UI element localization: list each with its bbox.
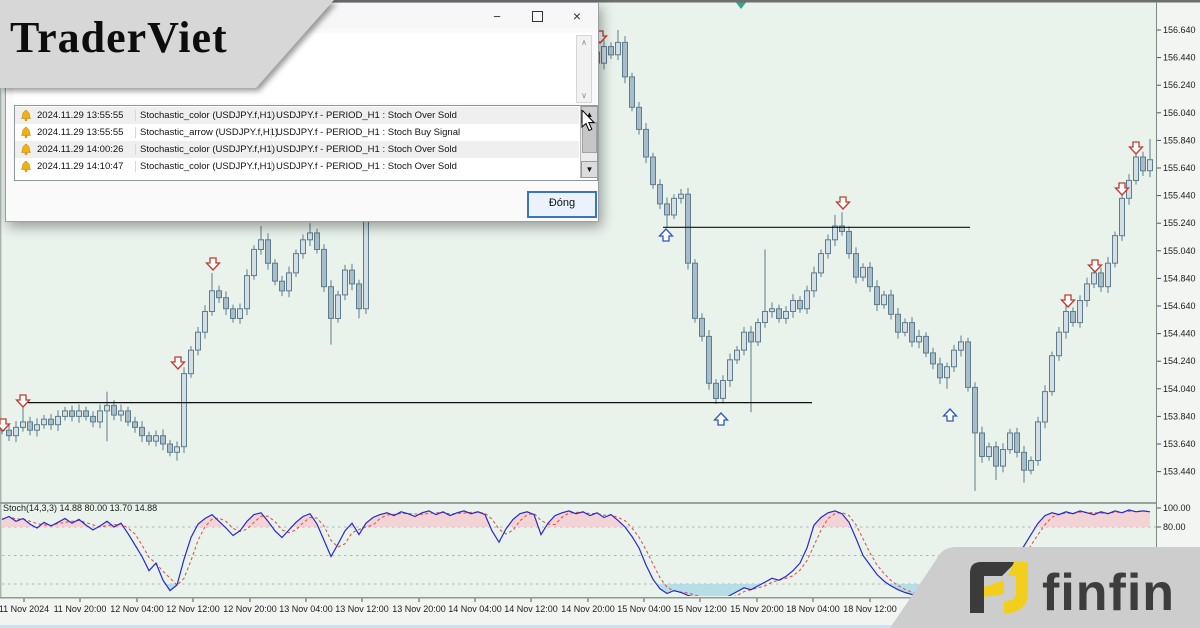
svg-text:155.840: 155.840 (1163, 135, 1196, 145)
finfin-logo-text: finfin (1042, 564, 1175, 622)
cursor-arrow-icon (581, 110, 596, 132)
svg-text:156.240: 156.240 (1163, 80, 1196, 90)
svg-text:156.040: 156.040 (1163, 108, 1196, 118)
alert-row[interactable]: 2024.11.29 13:55:55 Stochastic_arrow (USD… (15, 124, 579, 141)
time-axis: 11 Nov 2024 11 Nov 20:00 12 Nov 04:00 12 No… (0, 598, 897, 614)
traderviet-logo-text: TraderViet (10, 13, 228, 62)
traderviet-logo: TraderViet (0, 0, 334, 88)
svg-text:155.440: 155.440 (1163, 191, 1196, 201)
mouse-cursor (581, 110, 596, 132)
sell-arrow-icon (170, 356, 186, 370)
svg-text:18 Nov 12:00: 18 Nov 12:00 (843, 604, 897, 614)
bell-icon (21, 144, 31, 155)
stoch-main-line (1, 509, 1151, 596)
svg-text:154.040: 154.040 (1163, 384, 1196, 394)
alert-message: USDJPY.f - PERIOD_H1 : Stoch Over Sold (271, 144, 576, 155)
finfin-logo: finfin (890, 547, 1200, 628)
svg-text:80.00: 80.00 (1163, 522, 1186, 532)
svg-text:154.840: 154.840 (1163, 273, 1196, 283)
alert-message: USDJPY.f - PERIOD_H1 : Stoch Buy Signal (271, 127, 576, 138)
svg-text:154.640: 154.640 (1163, 301, 1196, 311)
sell-arrow-icon (1114, 182, 1130, 196)
svg-text:15 Nov 12:00: 15 Nov 12:00 (673, 604, 727, 614)
svg-text:15 Nov 20:00: 15 Nov 20:00 (730, 604, 784, 614)
buy-arrow-icon (713, 412, 729, 426)
svg-text:156.440: 156.440 (1163, 53, 1196, 63)
alert-time: 2024.11.29 14:00:26 (37, 144, 124, 155)
maximize-icon (531, 11, 543, 22)
alerts-table[interactable]: 2024.11.29 13:55:55 Stochastic_color (USD… (14, 105, 598, 181)
alert-time: 2024.11.29 14:10:47 (37, 161, 124, 172)
alert-row[interactable]: 2024.11.29 14:10:47 Stochastic_color (USD… (15, 158, 579, 175)
sell-arrow-icon (1087, 259, 1103, 273)
stoch-signal-line (1, 510, 1151, 596)
signal-arrows-layer (0, 30, 1144, 432)
svg-text:12 Nov 12:00: 12 Nov 12:00 (166, 604, 220, 614)
svg-text:155.040: 155.040 (1163, 246, 1196, 256)
finfin-logo-icon (970, 562, 1028, 614)
sell-arrow-icon (1128, 141, 1144, 155)
alert-time: 2024.11.29 13:55:55 (37, 110, 124, 121)
svg-text:12 Nov 04:00: 12 Nov 04:00 (110, 604, 164, 614)
alert-row[interactable]: 2024.11.29 13:55:55 Stochastic_color (USD… (15, 107, 579, 124)
alert-message: USDJPY.f - PERIOD_H1 : Stoch Over Sold (271, 161, 576, 172)
alert-indicator: Stochastic_color (USDJPY.f,H1) (135, 110, 275, 121)
svg-text:14 Nov 04:00: 14 Nov 04:00 (448, 604, 502, 614)
bell-icon (21, 161, 31, 172)
svg-text:154.440: 154.440 (1163, 329, 1196, 339)
sell-arrow-icon (0, 418, 11, 432)
alert-message: USDJPY.f - PERIOD_H1 : Stoch Over Sold (271, 110, 576, 121)
svg-text:13 Nov 12:00: 13 Nov 12:00 (335, 604, 389, 614)
svg-text:153.640: 153.640 (1163, 439, 1196, 449)
sell-arrow-icon (835, 196, 851, 210)
svg-text:156.640: 156.640 (1163, 25, 1196, 35)
svg-text:18 Nov 04:00: 18 Nov 04:00 (786, 604, 840, 614)
alert-indicator: Stochastic_color (USDJPY.f,H1) (135, 161, 275, 172)
stoch-axis: 100.00 80.00 (1157, 503, 1191, 532)
svg-text:11 Nov 20:00: 11 Nov 20:00 (54, 604, 107, 614)
chart-top-marker-icon (736, 2, 746, 9)
alerts-dialog-window[interactable]: − × ∧ ∨ 2024.11.29 13:55:55 Stochastic_co… (5, 2, 599, 222)
svg-text:153.440: 153.440 (1163, 467, 1196, 477)
finfin-logo-background (890, 547, 1200, 628)
maximize-button[interactable] (522, 6, 552, 27)
sell-arrow-icon (15, 394, 31, 408)
bell-icon (21, 127, 31, 138)
buy-arrow-icon (658, 228, 674, 242)
svg-text:153.840: 153.840 (1163, 411, 1196, 421)
svg-text:14 Nov 12:00: 14 Nov 12:00 (504, 604, 558, 614)
bell-icon (21, 110, 31, 121)
buy-arrow-icon (942, 408, 958, 422)
minimize-button[interactable]: − (493, 9, 501, 24)
svg-text:155.640: 155.640 (1163, 163, 1196, 173)
close-window-button[interactable]: × (572, 8, 582, 24)
alert-indicator: Stochastic_arrow (USDJPY.f,H1) (135, 127, 278, 138)
stoch-indicator-label: Stoch(14,3,3) 14.88 80.00 13.70 14.88 (3, 503, 157, 513)
svg-text:100.00: 100.00 (1163, 503, 1191, 513)
alert-row[interactable]: 2024.11.29 14:00:26 Stochastic_color (USD… (15, 141, 579, 158)
scroll-down-icon[interactable]: ∨ (581, 91, 587, 100)
svg-text:13 Nov 04:00: 13 Nov 04:00 (279, 604, 333, 614)
svg-text:14 Nov 20:00: 14 Nov 20:00 (561, 604, 615, 614)
svg-text:11 Nov 2024: 11 Nov 2024 (0, 604, 49, 614)
svg-text:15 Nov 04:00: 15 Nov 04:00 (617, 604, 671, 614)
svg-text:13 Nov 20:00: 13 Nov 20:00 (392, 604, 446, 614)
alert-indicator: Stochastic_color (USDJPY.f,H1) (135, 144, 275, 155)
price-axis: 156.640 156.440 156.240 156.040 155.840 155.6… (1157, 25, 1196, 477)
dong-close-button[interactable]: Đóng (527, 191, 597, 218)
table-scroll-down-button[interactable]: ▼ (581, 161, 598, 178)
svg-text:154.240: 154.240 (1163, 356, 1196, 366)
svg-text:12 Nov 20:00: 12 Nov 20:00 (223, 604, 277, 614)
sell-arrow-icon (205, 257, 221, 271)
alert-time: 2024.11.29 13:55:55 (37, 127, 124, 138)
svg-text:155.240: 155.240 (1163, 218, 1196, 228)
scroll-up-icon[interactable]: ∧ (581, 38, 587, 47)
list-scrollbar[interactable]: ∧ ∨ (576, 35, 592, 103)
sell-arrow-icon (1060, 294, 1076, 308)
